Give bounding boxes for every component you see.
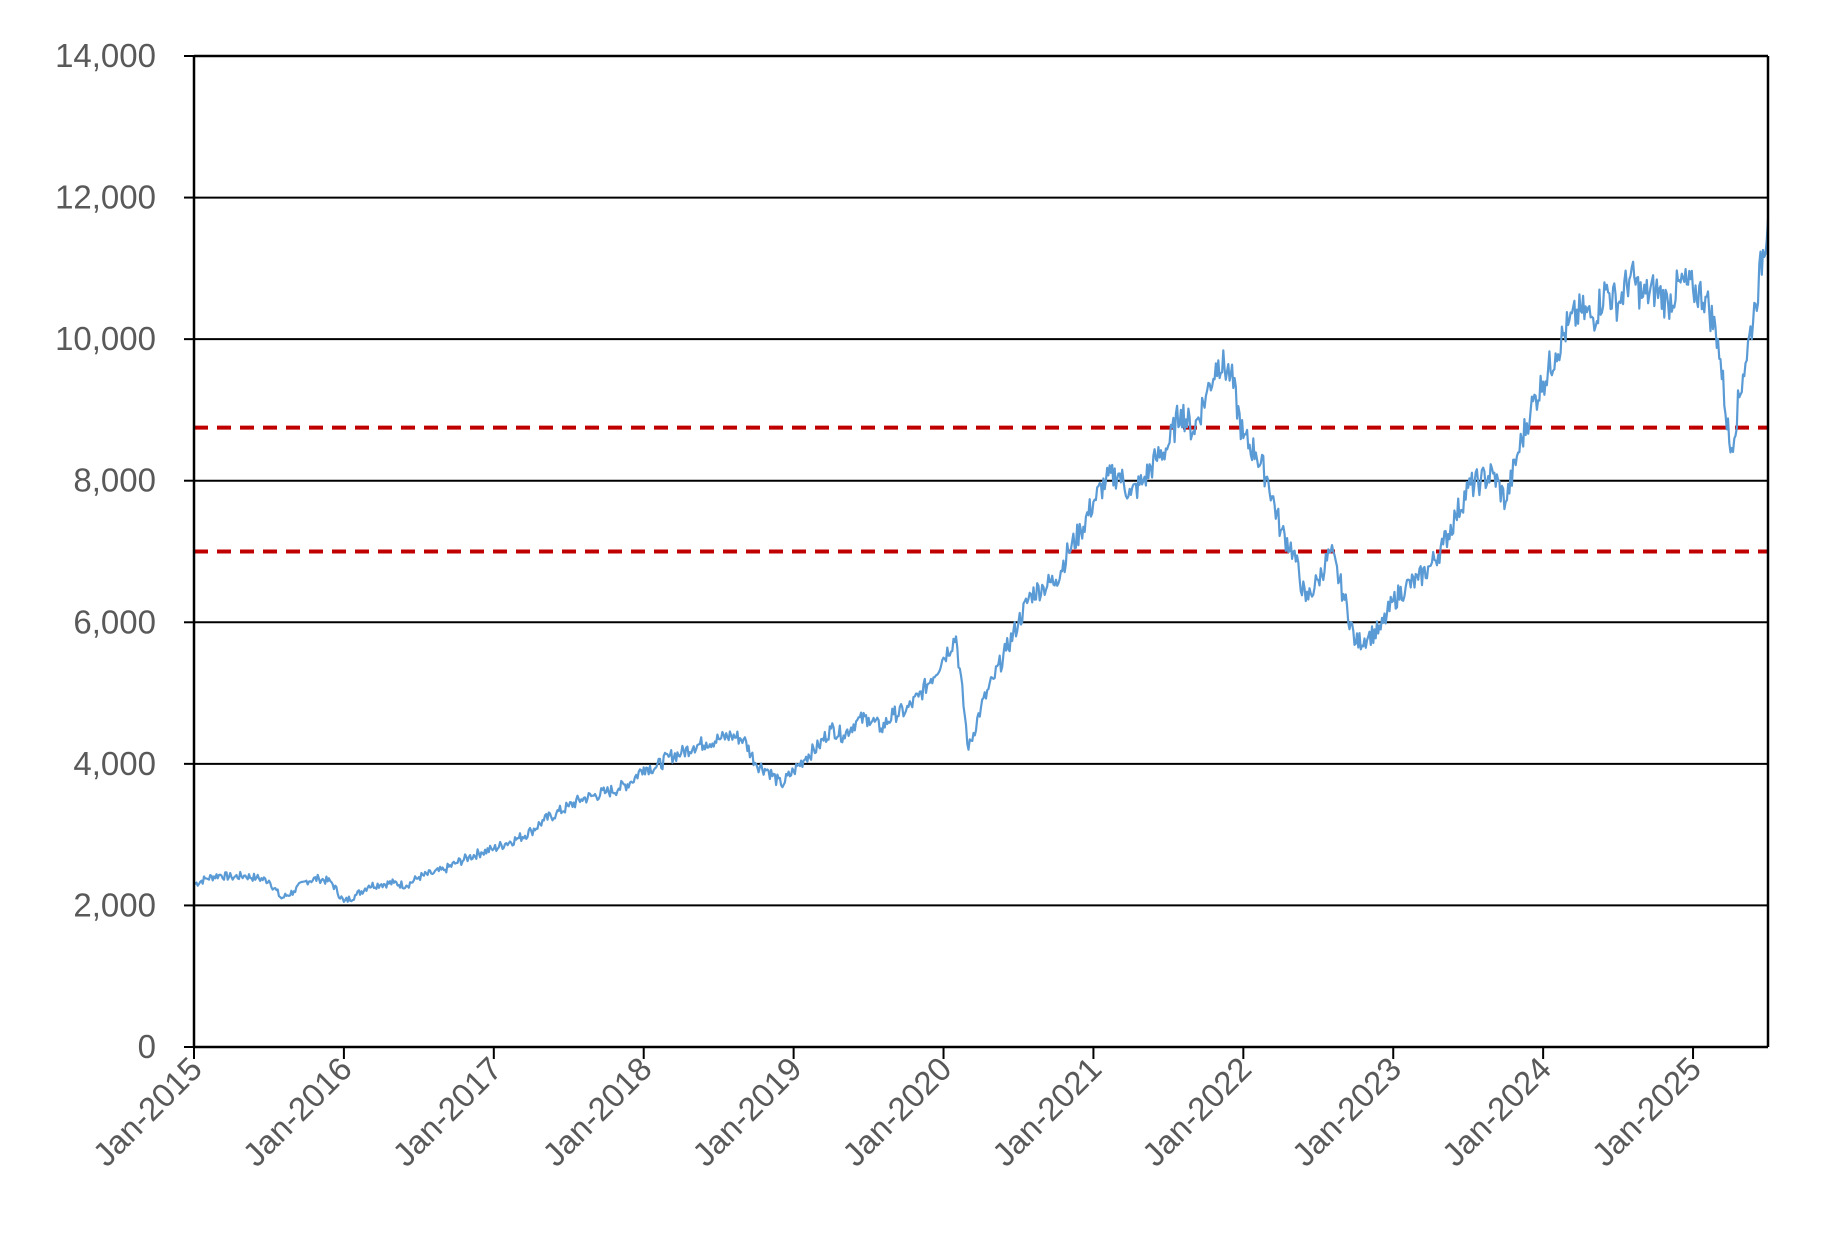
x-tick-label: Jan-2017	[385, 1050, 508, 1173]
y-tick-label: 10,000	[55, 320, 156, 357]
x-tick-label: Jan-2022	[1135, 1050, 1258, 1173]
x-tick-label: Jan-2023	[1285, 1050, 1408, 1173]
y-axis-labels: 0 2,000 4,000 6,000 8,000 10,000 12,000 14,000	[55, 37, 156, 1065]
y-tick-label: 2,000	[73, 886, 156, 923]
y-tick-label: 14,000	[55, 37, 156, 74]
y-tick-label: 0	[138, 1028, 156, 1065]
x-tick-label: Jan-2021	[985, 1050, 1108, 1173]
axes	[184, 54, 1770, 1059]
x-axis-labels: Jan-2015 Jan-2016 Jan-2017 Jan-2018 Jan-2019…	[85, 1050, 1708, 1173]
gridlines	[194, 55, 1768, 907]
x-tick-label: Jan-2015	[85, 1050, 208, 1173]
x-tick-label: Jan-2024	[1435, 1050, 1558, 1173]
x-tick-label: Jan-2025	[1585, 1050, 1708, 1173]
y-tick-label: 4,000	[73, 745, 156, 782]
y-tick-label: 8,000	[73, 462, 156, 499]
x-tick-label: Jan-2020	[835, 1050, 958, 1173]
y-tick-label: 6,000	[73, 603, 156, 640]
reference-lines	[194, 425, 1768, 554]
x-tick-label: Jan-2019	[685, 1050, 808, 1173]
series-line	[193, 218, 1770, 904]
x-tick-label: Jan-2016	[235, 1050, 358, 1173]
y-tick-label: 12,000	[55, 179, 156, 216]
x-tick-label: Jan-2018	[535, 1050, 658, 1173]
series-group	[193, 218, 1770, 904]
